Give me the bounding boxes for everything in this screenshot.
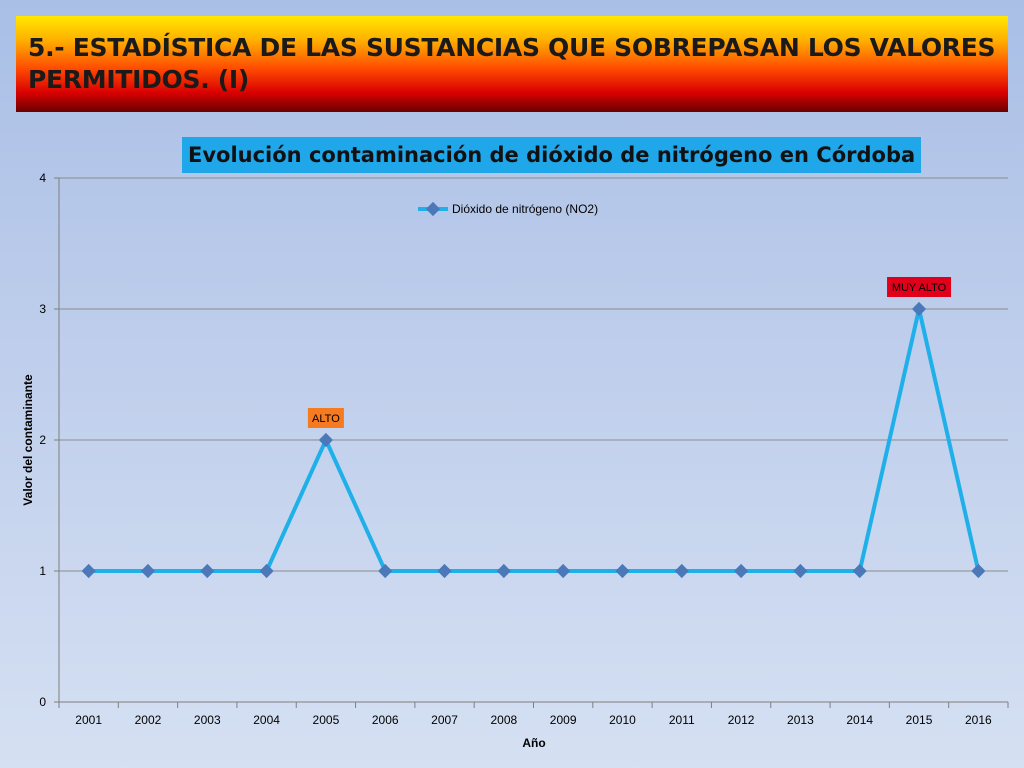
x-tick-label: 2008 xyxy=(490,713,517,727)
x-tick-label: 2011 xyxy=(669,713,695,727)
annotation-badge xyxy=(307,408,344,428)
data-point xyxy=(378,563,393,579)
y-tick-label: 0 xyxy=(39,695,46,709)
data-point xyxy=(496,563,511,579)
data-point xyxy=(911,301,927,317)
legend-label: Dióxido de nitrógeno (NO2) xyxy=(452,202,598,216)
x-tick-label: 2016 xyxy=(965,713,992,727)
data-point xyxy=(971,563,986,579)
series-line xyxy=(88,307,981,573)
data-point xyxy=(556,563,571,579)
y-axis-ticks: 0 1 2 3 4 xyxy=(39,171,46,709)
y-axis-label: Valor del contaminante xyxy=(21,374,35,506)
x-tick-label: 2013 xyxy=(787,713,814,727)
slide-title-line-2: PERMITIDOS. (I) xyxy=(28,65,250,94)
data-point xyxy=(734,563,749,579)
x-tick-label: 2015 xyxy=(906,713,933,727)
slide-title-line-1: 5.- ESTADÍSTICA DE LAS SUSTANCIAS QUE SO… xyxy=(28,33,996,62)
chart-title: Evolución contaminación de dióxido de ni… xyxy=(182,137,922,173)
y-tick-label: 4 xyxy=(39,171,46,185)
x-axis-label: Año xyxy=(522,736,545,750)
x-tick-label: 2009 xyxy=(550,713,577,727)
annotations-group: ALTO MUY ALTO xyxy=(307,277,952,428)
x-tick-label: 2014 xyxy=(846,713,873,727)
y-tick-label: 3 xyxy=(39,302,46,316)
data-point xyxy=(318,432,333,448)
y-tick-label: 1 xyxy=(39,564,46,578)
x-tick-label: 2002 xyxy=(135,713,162,727)
x-tick-label: 2006 xyxy=(372,713,399,727)
data-point xyxy=(437,563,452,579)
x-tick-label: 2012 xyxy=(728,713,755,727)
data-point xyxy=(140,563,156,579)
x-tick-label: 2004 xyxy=(253,713,280,727)
x-tick-label: 2007 xyxy=(431,713,458,727)
data-point xyxy=(674,563,689,579)
x-axis-ticks: 2001 2002 2003 2004 2005 2006 2007 2008 2009 2010… xyxy=(75,713,992,727)
x-tick-label: 2010 xyxy=(609,713,636,727)
x-tick-label: 2005 xyxy=(313,713,340,727)
series-group xyxy=(81,301,986,579)
slide-title-banner: 5.- ESTADÍSTICA DE LAS SUSTANCIAS QUE SO… xyxy=(16,16,1008,112)
data-point xyxy=(852,563,867,579)
y-tick-label: 2 xyxy=(39,433,46,447)
chart-grid xyxy=(54,177,1009,708)
annotation-label: ALTO xyxy=(312,413,340,425)
annotation-label: MUY ALTO xyxy=(892,282,947,294)
x-tick-label: 2001 xyxy=(75,713,102,727)
data-point xyxy=(793,563,808,579)
legend-marker-swatch xyxy=(425,201,441,217)
data-point xyxy=(200,563,215,579)
chart-legend: Dióxido de nitrógeno (NO2) xyxy=(418,201,598,217)
data-point xyxy=(615,563,630,579)
data-point xyxy=(259,563,274,579)
x-tick-label: 2003 xyxy=(194,713,221,727)
data-point xyxy=(81,563,96,579)
annotation-badge xyxy=(887,277,952,297)
